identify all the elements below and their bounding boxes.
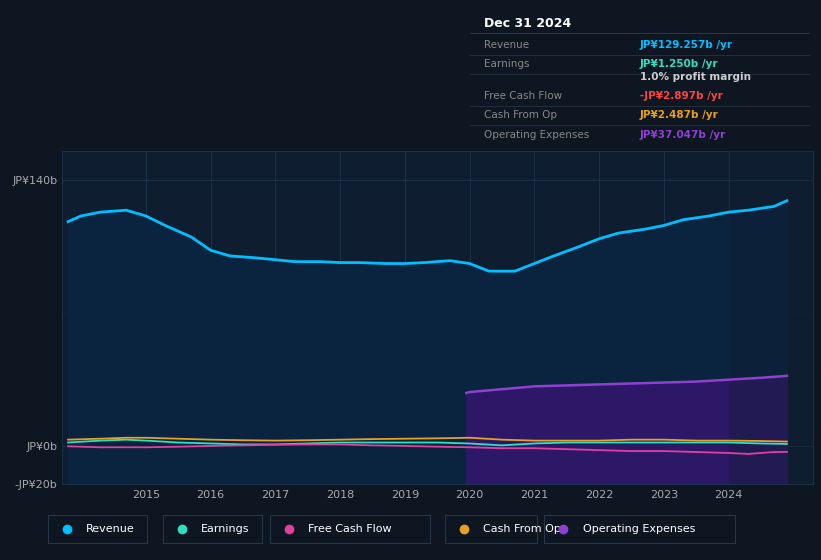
Text: Dec 31 2024: Dec 31 2024	[484, 17, 571, 30]
Text: Revenue: Revenue	[484, 40, 529, 50]
Text: Operating Expenses: Operating Expenses	[583, 524, 695, 534]
Text: -JP¥2.897b /yr: -JP¥2.897b /yr	[640, 91, 722, 101]
Text: Free Cash Flow: Free Cash Flow	[308, 524, 392, 534]
Text: Earnings: Earnings	[201, 524, 250, 534]
Text: Cash From Op: Cash From Op	[484, 524, 562, 534]
Text: JP¥37.047b /yr: JP¥37.047b /yr	[640, 130, 726, 141]
Text: Cash From Op: Cash From Op	[484, 110, 557, 120]
Text: Free Cash Flow: Free Cash Flow	[484, 91, 562, 101]
Text: Revenue: Revenue	[86, 524, 135, 534]
Text: JP¥2.487b /yr: JP¥2.487b /yr	[640, 110, 718, 120]
Text: Earnings: Earnings	[484, 59, 529, 69]
Text: JP¥1.250b /yr: JP¥1.250b /yr	[640, 59, 718, 69]
Bar	[728, 151, 813, 484]
Text: 1.0% profit margin: 1.0% profit margin	[640, 72, 751, 82]
Text: Operating Expenses: Operating Expenses	[484, 130, 589, 141]
Text: JP¥129.257b /yr: JP¥129.257b /yr	[640, 40, 733, 50]
